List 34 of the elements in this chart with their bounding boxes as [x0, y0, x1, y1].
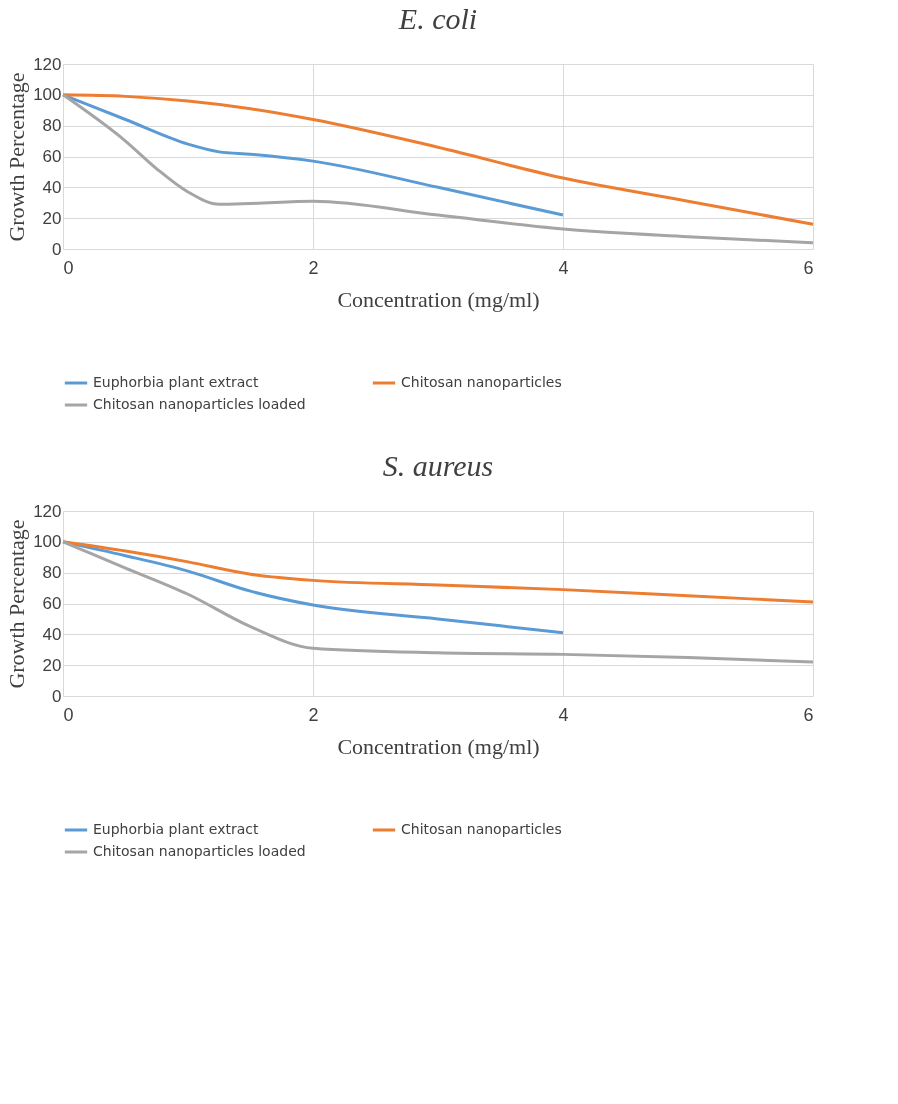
y-tick-label: 80	[42, 563, 62, 583]
x-axis-title: Concentration (mg/ml)	[337, 286, 540, 312]
y-tick-label: 100	[33, 85, 62, 105]
x-axis-title: Concentration (mg/ml)	[337, 733, 540, 759]
x-tick-label: 6	[803, 704, 814, 725]
y-tick-label: 120	[33, 501, 62, 521]
y-tick-label: 120	[33, 54, 62, 74]
x-tick-label: 4	[558, 257, 569, 278]
y-axis-title: Growth Percentage	[4, 519, 30, 689]
line-series	[61, 540, 815, 664]
y-tick-label: 0	[52, 686, 62, 706]
legend-label: Euphorbia plant extract	[93, 374, 259, 390]
y-tick-label: 40	[42, 177, 62, 197]
legend-label: Chitosan nanoparticles	[401, 821, 562, 837]
y-tick-label: 80	[42, 116, 62, 136]
y-tick-label: 60	[42, 594, 62, 613]
y-tick-label: 20	[42, 208, 62, 228]
x-tick-label: 2	[308, 257, 319, 278]
line-series	[61, 540, 815, 604]
y-tick-label: 0	[52, 239, 62, 259]
legend-label: Chitosan nanoparticles loaded	[93, 843, 306, 859]
y-tick-label: 60	[42, 147, 62, 166]
legend-label: Chitosan nanoparticles loaded	[93, 396, 306, 412]
y-axis-title: Growth Percentage	[4, 72, 30, 242]
y-tick-label: 20	[42, 655, 62, 675]
chart-title: E. coli	[397, 2, 478, 35]
legend-label: Euphorbia plant extract	[93, 821, 259, 837]
chart-title: S. aureus	[382, 449, 494, 482]
x-tick-label: 2	[308, 704, 319, 725]
y-tick-label: 40	[42, 624, 62, 644]
x-tick-label: 4	[558, 704, 569, 725]
x-tick-label: 6	[803, 257, 814, 278]
legend-label: Chitosan nanoparticles	[401, 374, 562, 390]
y-tick-label: 100	[33, 532, 62, 552]
